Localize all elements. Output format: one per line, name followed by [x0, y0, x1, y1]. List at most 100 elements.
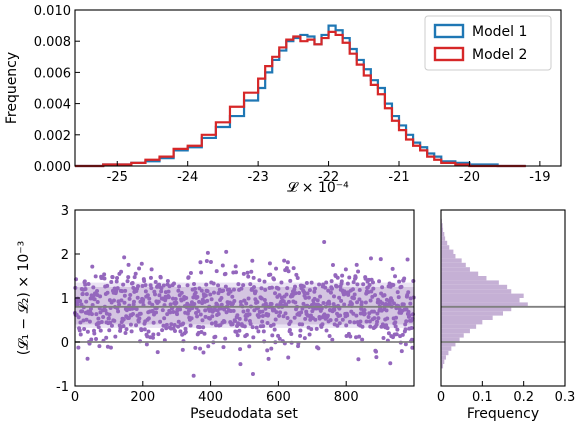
side-histogram-bar	[441, 302, 528, 307]
scatter-point	[92, 331, 97, 336]
scatter-point	[329, 286, 334, 291]
scatter-point	[271, 277, 276, 282]
scatter-point	[402, 276, 407, 281]
scatter-point	[214, 323, 219, 328]
scatter-point	[291, 266, 296, 271]
side-reference-lines	[441, 305, 565, 343]
scatter-point	[211, 281, 216, 286]
scatter-point	[235, 333, 240, 338]
side-histogram-bar	[441, 223, 443, 228]
scatter-point	[220, 263, 225, 268]
scatter-point	[322, 239, 327, 244]
scatter-point	[287, 327, 292, 332]
side-histogram-bar	[441, 258, 462, 263]
scatter-point	[352, 320, 357, 325]
scatter-point	[279, 280, 284, 285]
scatter-point	[175, 312, 180, 317]
scatter-point	[144, 342, 149, 347]
scatter-point	[389, 298, 394, 303]
side-histogram-bar	[441, 284, 508, 290]
scatter-point	[393, 320, 398, 325]
scatter-point	[231, 308, 236, 313]
scatter-point	[265, 320, 270, 325]
scatter-point	[166, 295, 171, 300]
scatter-point	[185, 301, 190, 306]
scatter-point	[261, 329, 266, 334]
scatter-point	[381, 336, 386, 341]
scatter-point	[250, 325, 255, 330]
scatter-point	[83, 282, 88, 287]
scatter-point	[293, 291, 298, 296]
scatter-point	[329, 279, 334, 284]
scatter-point	[357, 334, 362, 339]
scatter-point	[172, 322, 177, 327]
scatter-point	[390, 266, 395, 271]
scatter-point	[176, 319, 181, 324]
scatter-point	[156, 299, 161, 304]
scatter-y-tick-label: 3	[61, 204, 69, 219]
scatter-point	[171, 281, 176, 286]
scatter-point	[270, 333, 275, 338]
scatter-point	[262, 297, 267, 302]
scatter-point	[223, 271, 228, 276]
scatter-point	[362, 311, 367, 316]
scatter-point	[121, 317, 126, 322]
scatter-point	[186, 275, 191, 280]
scatter-point	[242, 324, 247, 329]
scatter-point	[95, 288, 100, 293]
scatter-point	[375, 311, 380, 316]
scatter-point	[299, 310, 304, 315]
scatter-point	[298, 328, 303, 333]
scatter-point	[368, 324, 373, 329]
scatter-point	[146, 316, 151, 321]
scatter-point	[164, 326, 169, 331]
scatter-point	[350, 287, 355, 292]
scatter-point	[371, 286, 376, 291]
scatter-point	[177, 284, 182, 289]
scatter-point	[399, 349, 404, 354]
scatter-point	[385, 316, 390, 321]
scatter-point	[251, 275, 256, 280]
scatter-point	[314, 326, 319, 331]
scatter-point	[303, 316, 308, 321]
scatter-point	[249, 269, 254, 274]
scatter-point	[399, 284, 404, 289]
scatter-point	[104, 335, 109, 340]
scatter-point	[79, 302, 84, 307]
scatter-point	[198, 260, 203, 265]
scatter-point	[107, 328, 112, 333]
scatter-y-ticks: -1 0 1 2 3	[56, 204, 80, 395]
scatter-point	[281, 299, 286, 304]
scatter-x-tick-label: 400	[198, 390, 223, 405]
scatter-point	[241, 271, 246, 276]
scatter-point	[111, 298, 116, 303]
scatter-point	[84, 299, 89, 304]
scatter-point	[214, 269, 219, 274]
scatter-point	[136, 284, 141, 289]
scatter-point	[106, 316, 111, 321]
scatter-point	[368, 256, 373, 261]
scatter-point	[285, 286, 290, 291]
scatter-point	[230, 322, 235, 327]
scatter-point	[191, 373, 196, 378]
side-histogram-bar	[441, 337, 460, 342]
scatter-point	[254, 325, 259, 330]
scatter-point	[114, 279, 119, 284]
scatter-point	[274, 310, 279, 315]
scatter-point	[366, 315, 371, 320]
histogram-step-series-2	[75, 30, 526, 168]
scatter-point	[149, 286, 154, 291]
scatter-point	[335, 323, 340, 328]
scatter-point	[344, 323, 349, 328]
scatter-point	[78, 332, 83, 337]
scatter-point	[397, 279, 402, 284]
scatter-point	[371, 309, 376, 314]
scatter-point	[97, 344, 102, 349]
scatter-point	[408, 296, 413, 301]
scatter-point	[180, 347, 185, 352]
scatter-y-tick-label: 2	[61, 248, 69, 263]
scatter-point	[259, 286, 264, 291]
scatter-point	[355, 282, 360, 287]
scatter-point	[302, 290, 307, 295]
scatter-point	[327, 301, 332, 306]
